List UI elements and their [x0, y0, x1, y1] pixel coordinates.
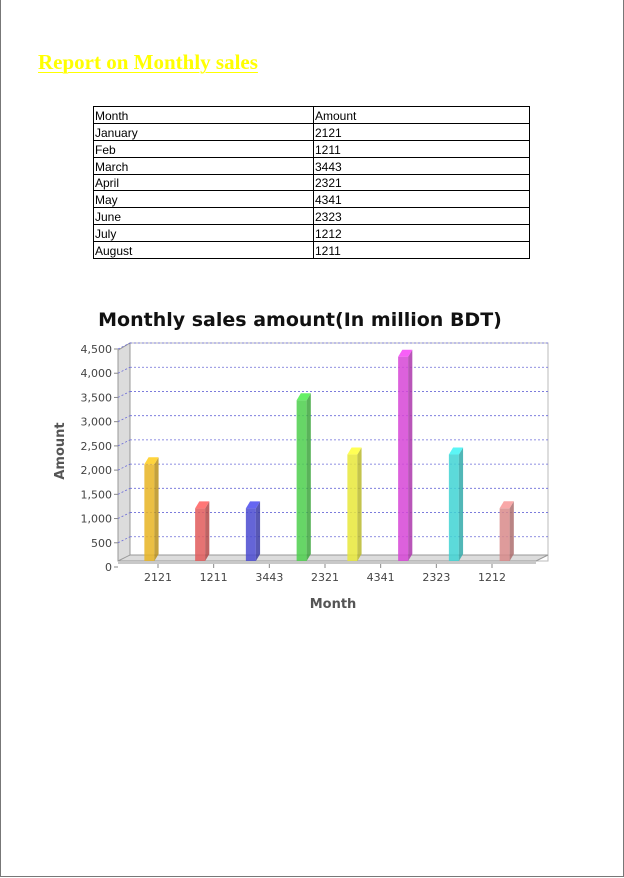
table-row: January 2121 — [94, 123, 530, 140]
cell-amount: 1211 — [314, 242, 530, 259]
cell-amount: 3443 — [314, 157, 530, 174]
plot-floor-edge — [118, 561, 536, 564]
cell-amount: 4341 — [314, 191, 530, 208]
cell-amount: 2323 — [314, 208, 530, 225]
plot-area: 0 500 1,000 1,500 2,000 2,500 3,000 3,500 4,000 4… — [81, 343, 549, 584]
bar-side — [408, 350, 412, 561]
bar-side — [510, 501, 514, 561]
sales-bar-chart: Monthly sales amount(In million BDT) Amo… — [40, 298, 560, 618]
table-header-row: Month Amount — [94, 107, 530, 124]
y-axis-label: Amount — [53, 422, 68, 479]
y-tick-label: 0 — [105, 561, 112, 574]
column-header-month: Month — [94, 107, 314, 124]
cell-amount: 1211 — [314, 140, 530, 157]
cell-amount: 1212 — [314, 225, 530, 242]
table-row: June 2323 — [94, 208, 530, 225]
cell-month: June — [94, 208, 314, 225]
bar — [297, 400, 307, 561]
table-row: April 2321 — [94, 174, 530, 191]
cell-amount: 2121 — [314, 123, 530, 140]
bar-side — [205, 501, 209, 561]
y-tick-label: 3,500 — [81, 391, 113, 404]
bar-side — [307, 393, 311, 561]
bar-side — [459, 447, 463, 561]
y-tick-label: 4,000 — [81, 367, 113, 380]
cell-month: Feb — [94, 140, 314, 157]
plot-floor — [118, 555, 548, 561]
bar — [398, 357, 408, 561]
cell-amount: 2321 — [314, 174, 530, 191]
report-title: Report on Monthly sales — [38, 50, 258, 75]
x-tick-label: 2323 — [422, 571, 450, 584]
y-tick-label: 2,000 — [81, 464, 113, 477]
x-tick-label: 1211 — [200, 571, 228, 584]
y-tick-label: 1,000 — [81, 513, 113, 526]
bar-side — [357, 448, 361, 561]
cell-month: April — [94, 174, 314, 191]
x-axis-label: Month — [310, 597, 357, 612]
y-tick-label: 4,500 — [81, 343, 113, 356]
column-header-amount: Amount — [314, 107, 530, 124]
y-tick-label: 500 — [91, 537, 112, 550]
y-tick-label: 2,500 — [81, 440, 113, 453]
bar-side — [154, 457, 158, 561]
x-tick-label: 1212 — [478, 571, 506, 584]
x-tick-label: 2121 — [144, 571, 172, 584]
cell-month: August — [94, 242, 314, 259]
cell-month: May — [94, 191, 314, 208]
table-row: March 3443 — [94, 157, 530, 174]
plot-side-wall — [118, 343, 130, 561]
x-tick-label: 4341 — [367, 571, 395, 584]
bar — [449, 454, 459, 561]
table-row: May 4341 — [94, 191, 530, 208]
bar-side — [256, 501, 260, 561]
plot-back-wall — [130, 343, 548, 561]
bar — [246, 508, 256, 561]
bar — [347, 455, 357, 561]
cell-month: January — [94, 123, 314, 140]
table-row: July 1212 — [94, 225, 530, 242]
y-tick-label: 1,500 — [81, 488, 113, 501]
bar — [144, 464, 154, 561]
table-row: Feb 1211 — [94, 140, 530, 157]
x-tick-label: 3443 — [255, 571, 283, 584]
x-tick-label: 2321 — [311, 571, 339, 584]
cell-month: July — [94, 225, 314, 242]
cell-month: March — [94, 157, 314, 174]
bar — [195, 508, 205, 561]
y-tick-label: 3,000 — [81, 416, 113, 429]
table-row: August 1211 — [94, 242, 530, 259]
bar — [500, 508, 510, 561]
chart-title: Monthly sales amount(In million BDT) — [98, 309, 502, 331]
sales-table: Month Amount January 2121 Feb 1211 March 34… — [93, 106, 530, 259]
